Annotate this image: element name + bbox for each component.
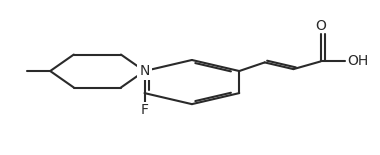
Text: F: F bbox=[141, 103, 149, 117]
Text: N: N bbox=[139, 64, 150, 78]
Text: O: O bbox=[315, 18, 326, 33]
Text: OH: OH bbox=[347, 54, 368, 69]
